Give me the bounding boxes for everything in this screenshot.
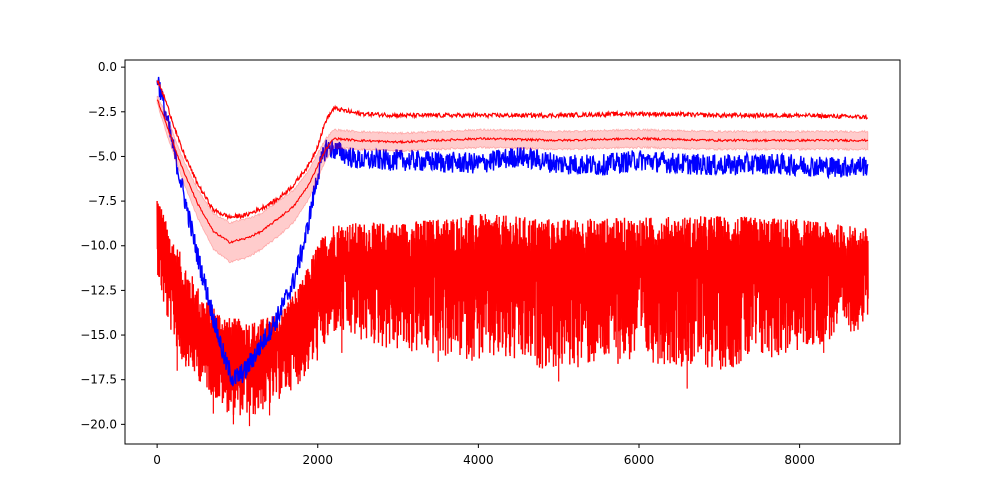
y-tick-label: −12.5 bbox=[80, 283, 117, 297]
series-0-line bbox=[156, 200, 869, 416]
series-2 bbox=[156, 95, 869, 264]
x-tick-label: 4000 bbox=[463, 453, 494, 467]
series-0 bbox=[156, 200, 869, 427]
x-tick-label: 8000 bbox=[784, 453, 815, 467]
x-tick-label: 2000 bbox=[302, 453, 333, 467]
series-1-line bbox=[156, 76, 869, 387]
y-axis: 0.0 −2.5 −5.0 −7.5 −10.0 −12.5 −15.0 −17.5 −20.0 bbox=[80, 60, 125, 431]
y-tick-label: −15.0 bbox=[80, 328, 117, 342]
plot-area bbox=[156, 76, 869, 427]
y-tick-label: −17.5 bbox=[80, 373, 117, 387]
series-3-line bbox=[156, 80, 869, 221]
y-tick-label: −2.5 bbox=[88, 105, 117, 119]
x-axis: 0 2000 4000 6000 8000 bbox=[153, 444, 815, 467]
series-3 bbox=[156, 80, 869, 221]
y-tick-label: 0.0 bbox=[98, 60, 117, 74]
y-tick-label: −5.0 bbox=[88, 149, 117, 163]
y-tick-label: −20.0 bbox=[80, 417, 117, 431]
series-2-mean-line bbox=[156, 99, 869, 244]
axes-frame bbox=[124, 59, 901, 445]
y-tick-label: −10.0 bbox=[80, 239, 117, 253]
x-tick-label: 0 bbox=[153, 453, 161, 467]
series-1 bbox=[156, 76, 869, 387]
x-tick-label: 6000 bbox=[624, 453, 655, 467]
y-tick-label: −7.5 bbox=[88, 194, 117, 208]
